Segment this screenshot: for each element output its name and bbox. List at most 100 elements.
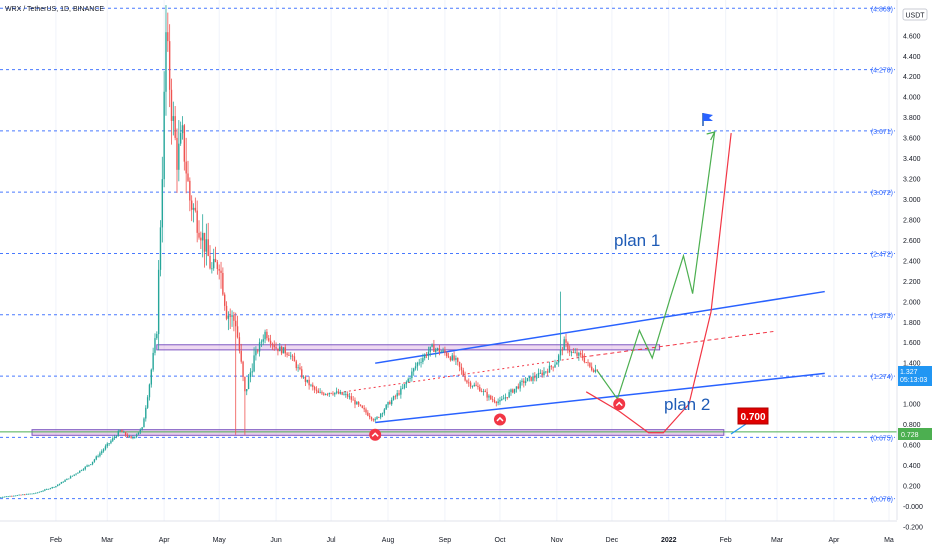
up-signal-icon — [493, 413, 506, 426]
candle-body — [51, 487, 53, 489]
plan2-path[interactable] — [585, 132, 732, 434]
candle-body — [594, 369, 597, 372]
candle-body — [31, 493, 33, 495]
candle-body — [379, 413, 382, 418]
fib-level-label: (4.270) — [871, 68, 893, 75]
channel-upper-line[interactable] — [375, 290, 825, 364]
y-tick-label: 1.400 — [903, 361, 921, 368]
candle-body — [468, 382, 470, 384]
plan1-path[interactable] — [596, 131, 716, 401]
candle-body — [135, 434, 138, 437]
candle-body — [359, 404, 362, 406]
candle-body — [266, 331, 268, 339]
candle-body — [207, 239, 209, 256]
candle-body — [268, 338, 270, 341]
candle-body — [312, 384, 314, 388]
candle-body — [222, 272, 224, 295]
x-tick-label: Sep — [439, 537, 452, 544]
y-tick-label: 0.200 — [903, 483, 921, 490]
candle-body — [508, 392, 510, 398]
candle-body — [530, 376, 532, 381]
support-price-tag: 0.728 — [898, 428, 932, 440]
channel-mid-line[interactable] — [582, 330, 774, 358]
candle-body — [9, 495, 11, 497]
candle-body — [352, 399, 354, 401]
candle-body — [82, 469, 85, 471]
candle-body — [233, 315, 235, 321]
candle-body — [126, 435, 129, 437]
candle-body — [42, 490, 44, 492]
candle-body — [185, 161, 187, 174]
candle-body — [269, 340, 272, 344]
plan2-label: plan 2 — [664, 395, 710, 414]
candle-body — [424, 354, 426, 359]
candle-body — [587, 362, 589, 364]
candle-body — [64, 480, 66, 482]
candle-body — [491, 399, 494, 400]
y-tick-label: 0.600 — [903, 443, 921, 450]
candle-body — [521, 380, 523, 382]
y-tick-label: 3.800 — [903, 115, 921, 122]
candle-body — [168, 41, 171, 90]
candle-body — [427, 351, 430, 356]
candle-body — [504, 397, 507, 399]
candle-body — [77, 472, 79, 474]
chart-title: WRX / TetherUS, 1D, BINANCE — [5, 6, 104, 13]
candle-body — [159, 227, 162, 270]
candle-body — [273, 344, 275, 348]
channel-lower-line[interactable] — [375, 372, 825, 424]
candle-body — [480, 391, 483, 393]
candle-body — [561, 349, 564, 351]
candle-body — [60, 482, 63, 484]
candle-body — [301, 369, 303, 378]
candle-body — [3, 496, 6, 498]
candle-body — [220, 270, 222, 273]
x-tick-label: Oct — [495, 537, 506, 544]
x-tick-label: Ma — [884, 537, 894, 544]
candle-body — [550, 365, 553, 367]
candle-body — [517, 386, 520, 389]
candle-body — [218, 269, 220, 271]
x-tick-label: Apr — [828, 537, 840, 544]
candle-body — [578, 352, 580, 356]
candle-body — [236, 326, 239, 338]
plan1-arrowhead — [706, 131, 716, 141]
x-tick-label: Aug — [382, 537, 395, 544]
x-tick-label: Nov — [551, 537, 564, 544]
y-tick-label: 2.000 — [903, 299, 921, 306]
candle-body — [187, 173, 189, 181]
candle-body — [460, 366, 463, 371]
x-tick-label: Dec — [606, 537, 619, 544]
candle-body — [148, 384, 151, 398]
x-tick-label: Mar — [771, 537, 784, 544]
candle-body — [1, 496, 4, 498]
candle-body — [22, 494, 24, 496]
y-tick-label: 1.800 — [903, 320, 921, 327]
candle-body — [565, 339, 567, 343]
candle-body — [279, 346, 281, 352]
candle-body — [69, 476, 72, 479]
candle-body — [436, 348, 439, 350]
candle-body — [16, 495, 19, 496]
candle-body — [304, 376, 307, 382]
candle-body — [431, 344, 433, 347]
candle-body — [190, 200, 193, 210]
target-price-label[interactable]: 0.700 — [730, 407, 769, 435]
candle-body — [282, 347, 285, 354]
candle-body — [156, 334, 158, 339]
candle-body — [457, 357, 459, 362]
candle-body — [319, 392, 321, 393]
candle-body — [321, 392, 323, 394]
candle-body — [189, 180, 191, 201]
candle-body — [407, 378, 409, 382]
candle-body — [435, 349, 437, 353]
candle-body — [20, 494, 22, 496]
candle-body — [115, 436, 118, 438]
candle-body — [557, 355, 560, 363]
candle-body — [290, 355, 292, 357]
fib-level-label: (4.869) — [871, 6, 893, 13]
support-price-value: 0.728 — [901, 432, 919, 439]
candle-body — [501, 398, 503, 401]
candle-body — [53, 487, 55, 488]
